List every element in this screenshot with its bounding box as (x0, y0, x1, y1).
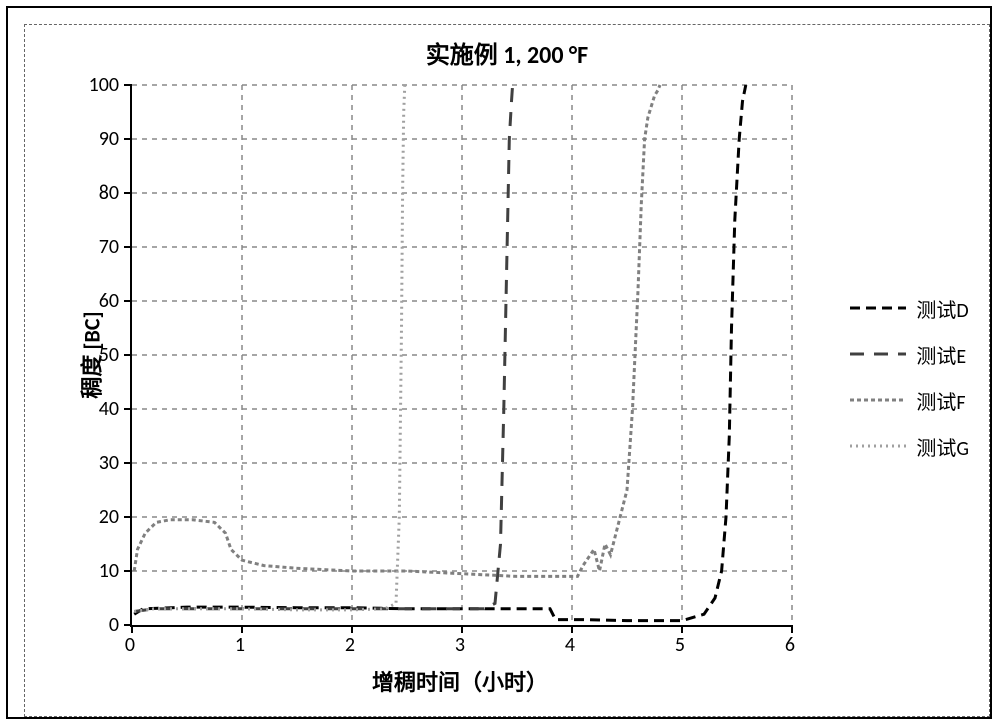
x-tick-label: 4 (565, 633, 575, 657)
legend-item-F: 测试F (850, 377, 969, 423)
outer-frame: 实施例 1, 200 °F 稠度 [BC] 增稠时间（小时） 010203040… (6, 6, 992, 719)
y-tick-label: 100 (59, 73, 119, 97)
x-axis-label: 增稠时间（小时） (130, 665, 790, 697)
legend-swatch-D (850, 296, 906, 320)
y-tick-label: 40 (59, 397, 119, 421)
y-tick-label: 20 (59, 505, 119, 529)
legend-item-E: 测试E (850, 331, 969, 377)
chart-title: 实施例 1, 200 °F (25, 35, 989, 70)
legend-item-G: 测试G (850, 423, 969, 469)
plot-area (130, 85, 792, 627)
legend-item-D: 测试D (850, 285, 969, 331)
inner-frame: 实施例 1, 200 °F 稠度 [BC] 增稠时间（小时） 010203040… (24, 24, 990, 717)
x-tick-label: 2 (345, 633, 355, 657)
y-tick-label: 10 (59, 559, 119, 583)
x-tick-label: 1 (235, 633, 245, 657)
x-tick-label: 5 (675, 633, 685, 657)
tick-marks (132, 85, 792, 625)
legend: 测试D 测试E 测试F 测试G (850, 285, 969, 469)
y-tick-label: 60 (59, 289, 119, 313)
legend-swatch-E (850, 342, 906, 366)
x-tick-label: 6 (785, 633, 795, 657)
y-tick-label: 30 (59, 451, 119, 475)
legend-label-E: 测试E (916, 340, 966, 369)
legend-label-G: 测试G (916, 432, 969, 461)
y-tick-label: 50 (59, 343, 119, 367)
legend-label-F: 测试F (916, 386, 965, 415)
legend-swatch-F (850, 388, 906, 412)
y-tick-label: 70 (59, 235, 119, 259)
y-tick-label: 90 (59, 127, 119, 151)
legend-swatch-G (850, 434, 906, 458)
y-tick-label: 80 (59, 181, 119, 205)
y-tick-label: 0 (59, 613, 119, 637)
legend-label-D: 测试D (916, 294, 968, 323)
x-tick-label: 3 (455, 633, 465, 657)
x-tick-label: 0 (125, 633, 135, 657)
